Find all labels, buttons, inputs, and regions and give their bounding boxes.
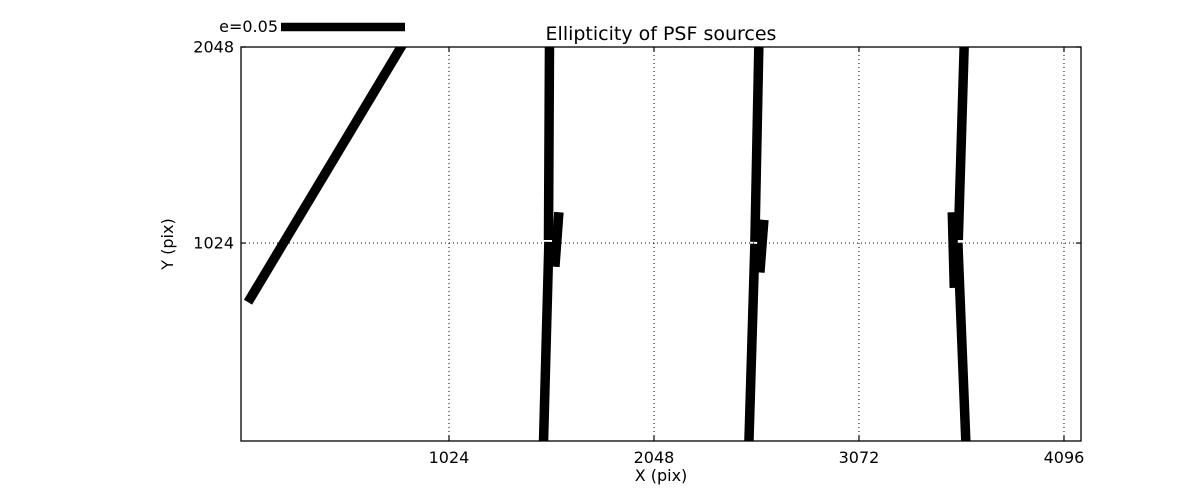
whisker-col2-stub — [755, 219, 769, 273]
whisker-col1-stub — [550, 211, 564, 268]
whisker-col2-lower — [744, 243, 760, 441]
x-tick-label: 3072 — [839, 448, 880, 467]
legend-label: e=0.05 — [219, 17, 278, 36]
whisker-col1-lower — [538, 241, 554, 441]
whisker-col1-upper — [543, 47, 555, 241]
chart-title: Ellipticity of PSF sources — [546, 23, 777, 45]
y-axis-label: Y (pix) — [158, 218, 177, 270]
whisker-segments — [243, 47, 971, 441]
y-tick-label: 1024 — [193, 234, 234, 253]
tick-marks — [241, 46, 1081, 441]
x-axis-label: X (pix) — [635, 466, 688, 485]
tick-labels: 1024 2048 3072 4096 1024 2048 — [193, 38, 1084, 468]
whisker-col3-lower — [953, 242, 971, 441]
whisker-diagonal — [243, 47, 407, 305]
whisker-col2-upper — [750, 47, 764, 242]
axes-spines — [240, 46, 1082, 442]
whisker-col3-upper — [953, 47, 969, 241]
whisker-col3-stub — [947, 212, 960, 288]
x-tick-label: 2048 — [634, 448, 675, 467]
x-tick-label: 4096 — [1044, 448, 1085, 467]
y-tick-label: 2048 — [193, 38, 234, 57]
x-tick-label: 1024 — [429, 448, 470, 467]
